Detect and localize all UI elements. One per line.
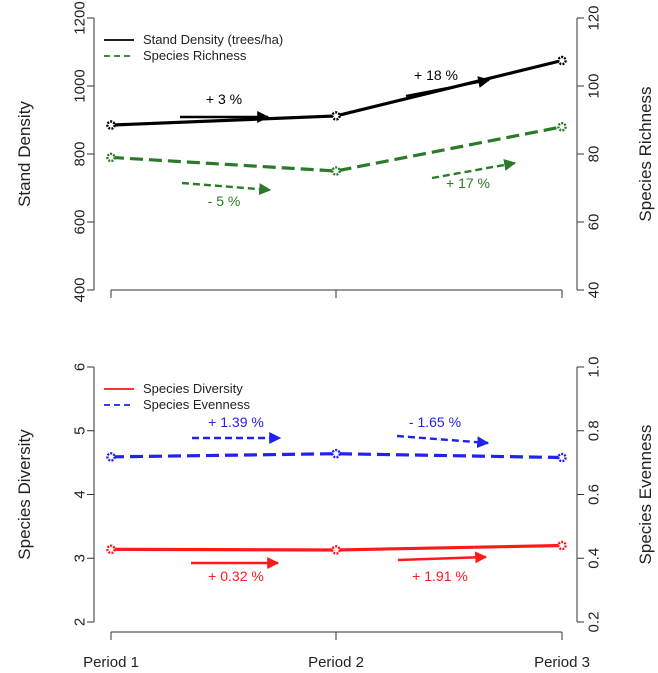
change-label: + 1.39 %: [208, 414, 264, 430]
series-line-2: [110, 125, 563, 173]
left-tick-label: 4: [72, 490, 89, 498]
change-label: + 17 %: [446, 175, 490, 191]
right-tick-label: 60: [586, 214, 603, 231]
change-label: - 1.65 %: [409, 414, 461, 430]
right-tick-label: 80: [586, 146, 603, 163]
legend-entry: Species Diversity: [143, 381, 243, 396]
change-label: + 18 %: [414, 67, 458, 83]
left-tick-label: 800: [72, 141, 89, 166]
x-tick-label: Period 2: [308, 654, 364, 671]
data-point: [106, 152, 116, 163]
change-arrow: [405, 76, 491, 98]
data-point: [106, 452, 116, 462]
change-label: + 0.32 %: [208, 568, 264, 584]
data-point: [557, 55, 567, 66]
data-point: [106, 544, 116, 555]
right-tick-label: 0.6: [586, 484, 603, 505]
legend-entry: Stand Density (trees/ha): [143, 32, 283, 47]
data-point: [557, 122, 567, 132]
left-tick-label: 1000: [72, 69, 89, 102]
right-tick-label: 0.2: [586, 612, 603, 633]
left-axis-title: Stand Density: [15, 101, 34, 207]
left-tick-label: 1200: [72, 1, 89, 34]
data-point: [331, 111, 341, 121]
data-point: [557, 540, 567, 551]
legend-entry: Species Richness: [143, 48, 247, 63]
right-tick-label: 40: [586, 282, 603, 299]
data-point: [331, 166, 341, 176]
left-tick-label: 2: [72, 618, 89, 626]
legend-entry: Species Evenness: [143, 397, 250, 412]
x-tick-label: Period 3: [534, 654, 590, 671]
change-arrow: [431, 159, 517, 180]
right-tick-label: 0.4: [586, 548, 603, 569]
left-axis-title: Species Diversity: [15, 429, 34, 560]
data-point: [331, 448, 341, 459]
chart-panel-1: 400 600 800 1000 1200 Stand Density 40 60 80 100 1…: [15, 1, 655, 302]
change-label: - 5 %: [208, 193, 241, 209]
change-arrow: [396, 434, 490, 449]
right-tick-label: 100: [586, 73, 603, 98]
right-tick-label: 1.0: [586, 357, 603, 378]
left-tick-label: 6: [72, 363, 89, 371]
data-point: [331, 545, 341, 555]
right-axis-title: Species Richness: [636, 86, 655, 221]
right-axis-title: Species Evenness: [636, 425, 655, 565]
left-tick-label: 600: [72, 209, 89, 234]
right-tick-label: 0.8: [586, 420, 603, 441]
change-arrow: [397, 551, 488, 564]
chart-panel-2: 2 3 4 5 6 Species Diversity 0.2 0.4 0.6 0.8 1.0 Spe…: [15, 357, 655, 671]
x-tick-label: Period 1: [83, 654, 139, 671]
change-label: + 3 %: [206, 91, 242, 107]
change-arrow: [181, 181, 272, 196]
data-point: [106, 120, 116, 130]
left-tick-label: 3: [72, 554, 89, 562]
right-tick-label: 120: [586, 5, 603, 30]
left-tick-label: 5: [72, 427, 89, 435]
change-label: + 1.91 %: [412, 568, 468, 584]
left-tick-label: 400: [72, 277, 89, 302]
data-point: [557, 452, 567, 463]
